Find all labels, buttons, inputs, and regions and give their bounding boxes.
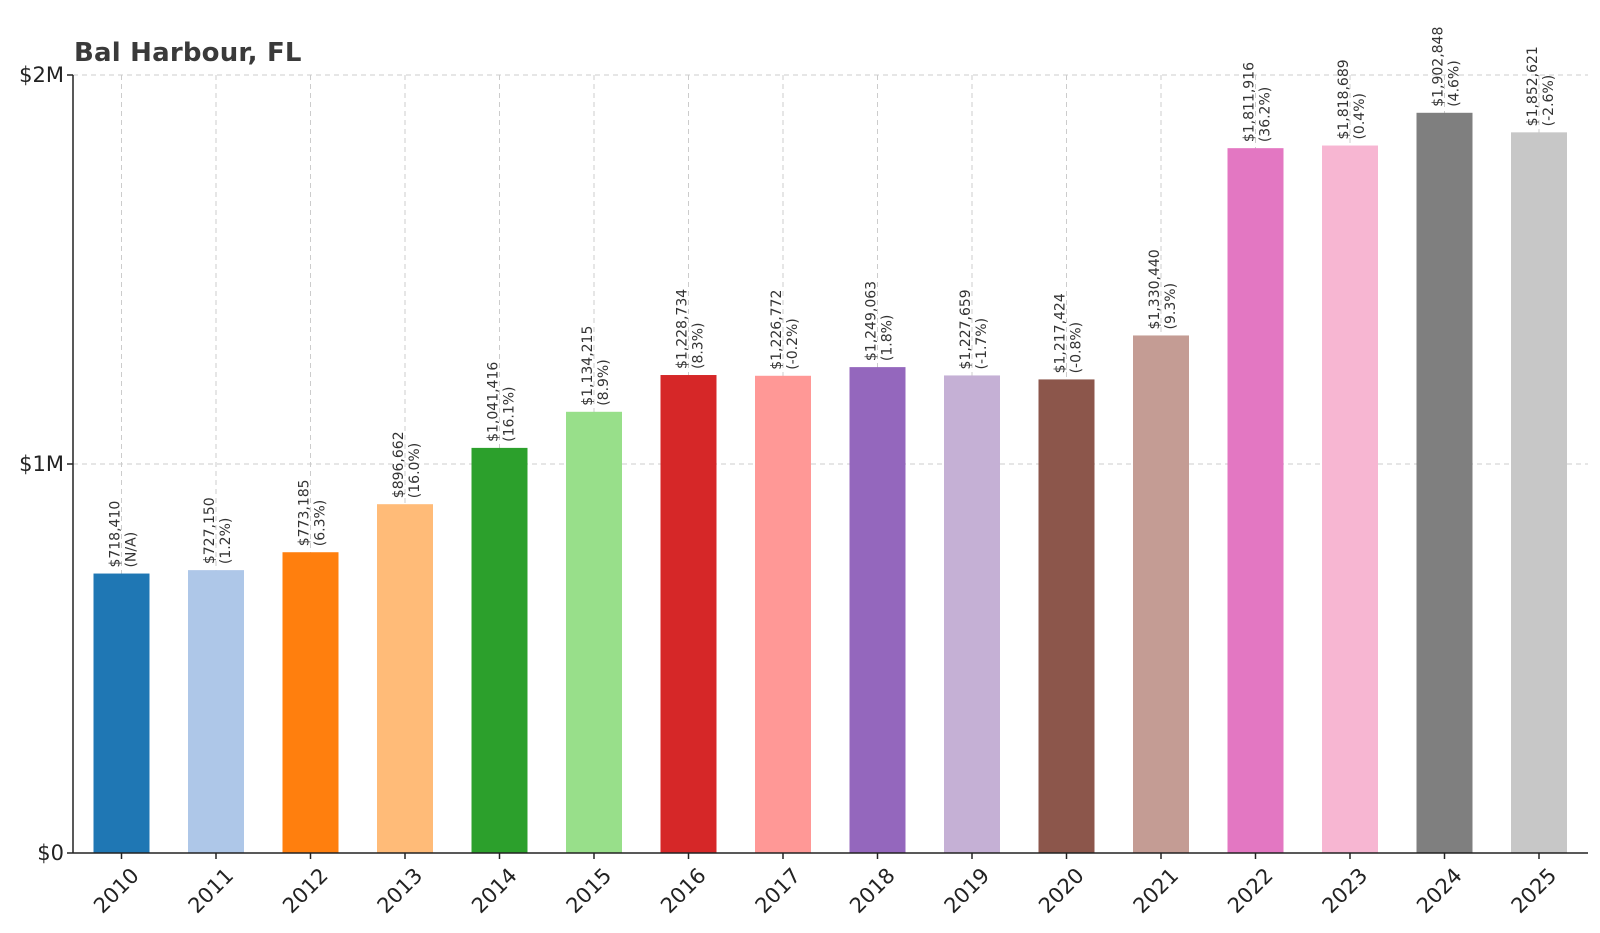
bar-2017 (755, 375, 811, 853)
x-tick-label: 2010 (89, 863, 144, 918)
x-tick-label: 2017 (751, 863, 806, 918)
bar-label-group: $1,902,848 (4.6%) (1431, 27, 1463, 107)
x-tick-label: 2012 (278, 863, 333, 918)
x-tick-label: 2021 (1129, 863, 1184, 918)
bar-2012 (282, 552, 339, 853)
x-tick-label: 2011 (184, 863, 239, 918)
bar-value-label: $1,249,063 (864, 281, 880, 361)
bar-2011 (188, 570, 244, 853)
bar-value-label: $1,134,215 (580, 326, 596, 406)
bar-label-group: $1,330,440 (9.3%) (1147, 249, 1179, 329)
bar-change-label: (16.1%) (502, 386, 518, 441)
bar-2020 (1038, 379, 1095, 853)
x-tick-label: 2020 (1034, 863, 1089, 918)
bar-label-group: $1,811,916 (36.2%) (1242, 62, 1274, 142)
bar-label-group: $1,818,689 (0.4%) (1336, 59, 1368, 139)
bar-label-group: $1,217,424 (-0.8%) (1053, 293, 1085, 373)
bar-change-label: (0.4%) (1352, 93, 1368, 140)
x-tick-label: 2024 (1412, 863, 1467, 918)
x-tick-label: 2013 (373, 863, 428, 918)
x-tick-label: 2018 (845, 863, 900, 918)
bar-2010 (93, 573, 150, 853)
y-tick-label: $1M (19, 452, 64, 476)
bar-label-group: $1,041,416 (16.1%) (486, 362, 518, 442)
bar-change-label: (-1.7%) (974, 318, 990, 370)
bar-change-label: (4.6%) (1447, 60, 1463, 107)
bar-change-label: (36.2%) (1258, 87, 1274, 142)
bar-2019 (944, 375, 1000, 853)
bar-2025 (1511, 132, 1567, 853)
bar-label-group: $1,227,659 (-1.7%) (958, 289, 990, 369)
y-tick-label: $0 (37, 841, 64, 865)
bar-value-label: $1,217,424 (1053, 293, 1069, 373)
bar-2015 (566, 411, 622, 853)
bar-2016 (660, 375, 717, 853)
bar-label-group: $1,134,215 (8.9%) (580, 326, 612, 406)
bar-change-label: (16.0%) (407, 443, 423, 498)
bar-value-label: $1,902,848 (1431, 27, 1447, 107)
bar-label-group: $1,249,063 (1.8%) (864, 281, 896, 361)
bar-value-label: $1,818,689 (1336, 59, 1352, 139)
y-tick-label: $2M (19, 63, 64, 87)
bar-change-label: (6.3%) (313, 500, 329, 547)
bar-labels: $718,410 (N/A) $727,150 (1.2%) $773,185 (6.3%… (108, 27, 1558, 568)
bar-value-label: $1,227,659 (958, 289, 974, 369)
bar-label-group: $727,150 (1.2%) (202, 497, 234, 564)
bar-label-group: $718,410 (N/A) (108, 501, 140, 568)
bar-label-group: $773,185 (6.3%) (297, 479, 329, 546)
bar-value-label: $1,811,916 (1242, 62, 1258, 142)
bar-label-group: $1,228,734 (8.3%) (675, 289, 707, 369)
bar-2023 (1322, 145, 1378, 854)
x-tick-labels: 2010 2011 2012 2013 2014 2015 2016 2017 2018 2019… (89, 853, 1561, 918)
bar-label-group: $1,226,772 (-0.2%) (769, 290, 801, 370)
bar-change-label: (-0.8%) (1069, 322, 1085, 374)
bar-value-label: $1,041,416 (486, 362, 502, 442)
x-tick-label: 2015 (562, 863, 617, 918)
bar-value-label: $1,226,772 (769, 290, 785, 370)
bar-value-label: $1,228,734 (675, 289, 691, 369)
bar-change-label: (-0.2%) (785, 318, 801, 370)
bar-value-label: $727,150 (202, 497, 218, 564)
x-tick-label: 2022 (1223, 863, 1278, 918)
bar-2013 (377, 504, 433, 853)
bar-change-label: (1.8%) (880, 315, 896, 362)
bar-label-group: $1,852,621 (-2.6%) (1525, 46, 1557, 126)
bar-value-label: $1,852,621 (1525, 46, 1541, 126)
x-tick-label: 2025 (1507, 863, 1562, 918)
bar-2024 (1416, 112, 1473, 854)
y-tick-labels: $0 $1M $2M (19, 63, 73, 865)
bar-2022 (1227, 148, 1284, 853)
bar-change-label: (N/A) (124, 532, 140, 568)
bar-change-label: (9.3%) (1163, 283, 1179, 330)
x-tick-label: 2014 (467, 863, 522, 918)
bar-change-label: (1.2%) (218, 518, 234, 565)
bar-value-label: $718,410 (108, 501, 124, 568)
chart-title: Bal Harbour, FL (74, 38, 302, 68)
x-tick-label: 2023 (1318, 863, 1373, 918)
bar-change-label: (8.3%) (691, 323, 707, 370)
bar-2021 (1133, 335, 1189, 853)
bar-value-label: $773,185 (297, 479, 313, 546)
bar-value-label: $1,330,440 (1147, 249, 1163, 329)
bar-change-label: (8.9%) (596, 359, 612, 406)
bar-2014 (471, 447, 528, 853)
bar-label-group: $896,662 (16.0%) (391, 431, 423, 498)
bar-value-label: $896,662 (391, 431, 407, 498)
x-tick-label: 2019 (940, 863, 995, 918)
bar-2018 (849, 367, 906, 853)
bars (93, 112, 1567, 854)
x-tick-label: 2016 (656, 863, 711, 918)
bar-change-label: (-2.6%) (1541, 75, 1557, 127)
